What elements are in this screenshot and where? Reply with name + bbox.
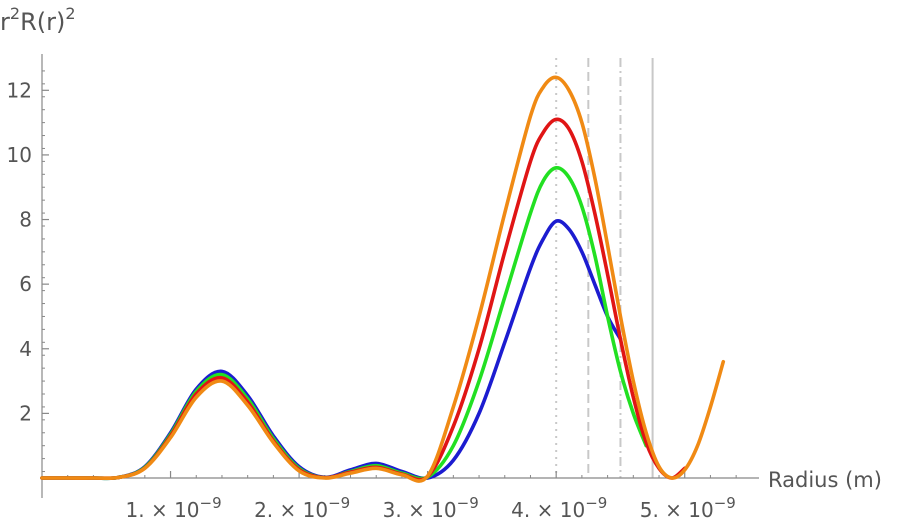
series-line-4 [40, 75, 726, 483]
y-tick-label: 4 [19, 337, 32, 361]
plot-area: 2 4 6 8 10 12 1. × 10−9 2. × 10−9 3. × 10−9 4. × … [7, 54, 759, 522]
x-tick-label: 3. × 10−9 [383, 494, 479, 522]
x-tick-label: 4. × 10−9 [511, 494, 607, 522]
x-axis-label: Radius (m) [768, 468, 882, 492]
y-tick-label: 6 [19, 272, 32, 296]
x-tick-label: 5. × 10−9 [640, 494, 736, 522]
y-tick-label: 10 [7, 143, 32, 167]
series-line-1 [40, 219, 623, 481]
x-tick-label: 1. × 10−9 [126, 494, 222, 522]
y-tick-label: 12 [7, 78, 32, 102]
series-line-2 [40, 166, 648, 481]
y-tick-label: 8 [19, 208, 32, 232]
y-tick-label: 2 [19, 401, 32, 425]
y-axis-label: r2R(r)2 [0, 4, 76, 36]
x-tick-label: 2. × 10−9 [254, 494, 350, 522]
